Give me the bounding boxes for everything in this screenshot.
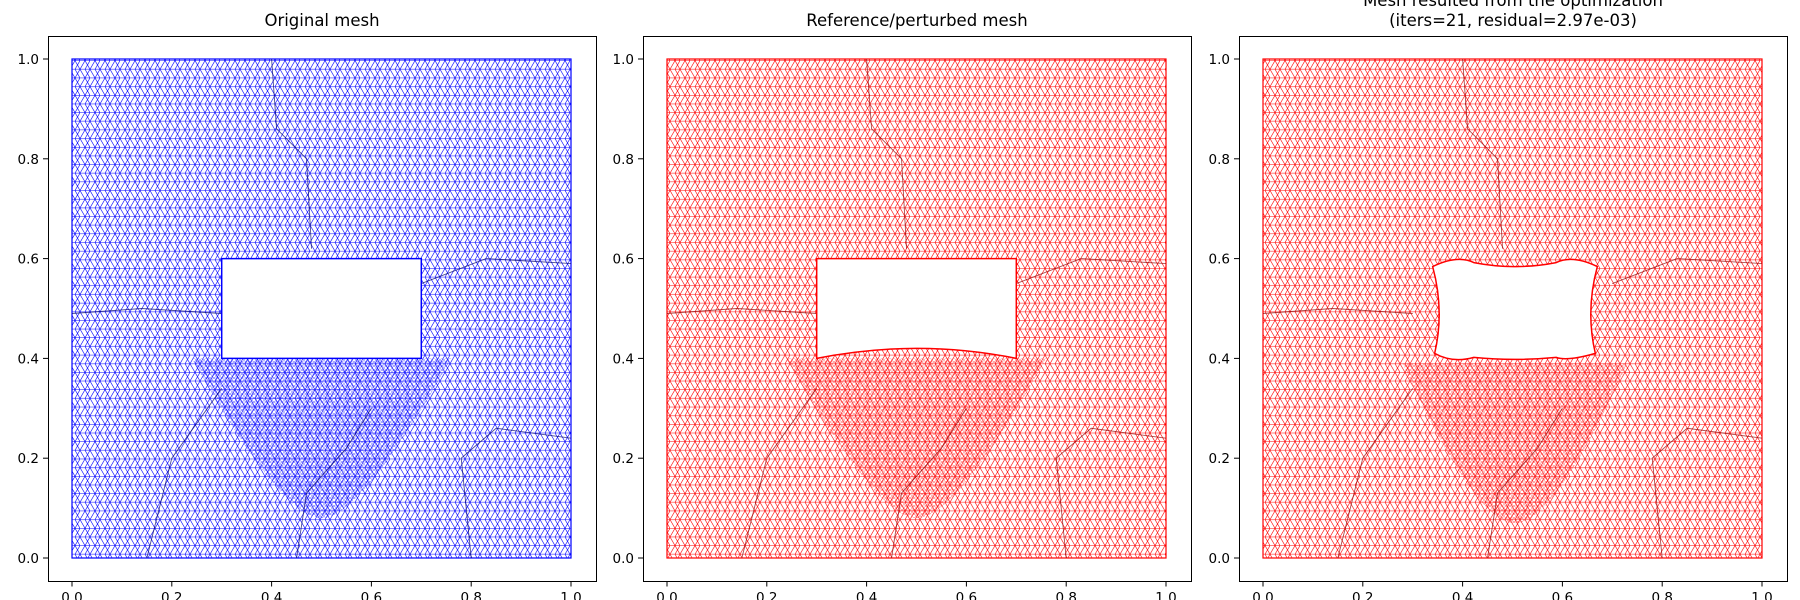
y-tick-label: 1.0: [613, 52, 634, 68]
mesh-seam: [1262, 308, 1413, 314]
axes-frame: [1239, 36, 1788, 582]
panel-1: 0.0 0.2 0.4 0.6 0.8 1.0 0.0 0.2 0.4 0.6 0.8 1.0 Orig…: [18, 11, 597, 600]
mesh-seam: [1337, 388, 1414, 559]
y-tick-label: 0.8: [613, 152, 634, 168]
mesh-seam: [421, 258, 572, 284]
mesh-seam: [1487, 408, 1563, 559]
x-tick-label: 0.8: [1651, 590, 1672, 600]
x-tick-label: 0.2: [1352, 590, 1373, 600]
x-tick-label: 0.8: [460, 590, 481, 600]
x-tick-label: 0.0: [61, 590, 82, 600]
axes-frame: [643, 36, 1192, 582]
refined-mesh-zone: [786, 358, 1047, 519]
mesh-boundary: [666, 58, 1167, 559]
panel-title: (iters=21, residual=2.97e-03): [1389, 11, 1637, 30]
y-tick-label: 0.4: [18, 351, 39, 367]
x-tick-label: 1.0: [560, 590, 581, 600]
x-tick-label: 0.2: [161, 590, 182, 600]
panel-title: Mesh resulted from the optimization: [1363, 0, 1663, 10]
x-tick-label: 1.0: [1751, 590, 1772, 600]
panel-title: Reference/perturbed mesh: [806, 11, 1027, 30]
mesh-seam: [866, 58, 907, 249]
x-tick-label: 0.6: [1552, 590, 1573, 600]
x-tick-label: 0.0: [1252, 590, 1273, 600]
mesh-seam: [146, 388, 223, 559]
y-tick-label: 0.6: [1209, 252, 1230, 268]
panel-3: 0.0 0.2 0.4 0.6 0.8 1.0 0.0 0.2 0.4 0.6 0.8 1.0 Mesh…: [1209, 0, 1788, 600]
mesh-seam: [666, 308, 817, 314]
y-tick-label: 0.0: [18, 551, 39, 567]
mesh-seam: [296, 408, 372, 559]
y-tick-label: 0.4: [613, 351, 634, 367]
mesh-boundary: [71, 58, 572, 559]
y-tick-label: 1.0: [18, 52, 39, 68]
x-tick-label: 0.4: [261, 590, 282, 600]
x-tick-label: 0.6: [956, 590, 977, 600]
mesh-hole: [815, 257, 1018, 360]
refined-mesh-zone: [191, 358, 452, 519]
panel-2: 0.0 0.2 0.4 0.6 0.8 1.0 0.0 0.2 0.4 0.6 0.8 1.0 Refe…: [613, 11, 1192, 600]
x-tick-label: 1.0: [1155, 590, 1176, 600]
axes-frame: [48, 36, 597, 582]
mesh-seam: [71, 308, 222, 314]
mesh-boundary: [1262, 58, 1763, 559]
mesh-seam: [1016, 258, 1167, 284]
y-tick-label: 0.0: [613, 551, 634, 567]
refined-mesh-zone: [1402, 363, 1628, 524]
mesh-seam: [271, 58, 312, 249]
mesh-seam: [741, 388, 818, 559]
y-tick-label: 0.2: [613, 451, 634, 467]
panel-title: Original mesh: [264, 11, 379, 30]
mesh-hole: [1431, 258, 1599, 361]
x-tick-label: 0.4: [1452, 590, 1473, 600]
y-tick-label: 1.0: [1209, 52, 1230, 68]
mesh-seam: [1651, 427, 1763, 559]
mesh-seam: [1462, 58, 1503, 249]
y-tick-label: 0.4: [1209, 351, 1230, 367]
mesh-seam: [1612, 258, 1763, 284]
y-tick-label: 0.6: [613, 252, 634, 268]
y-tick-label: 0.2: [1209, 451, 1230, 467]
mesh-hole: [220, 257, 423, 360]
y-tick-label: 0.6: [18, 252, 39, 268]
x-tick-label: 0.0: [656, 590, 677, 600]
y-tick-label: 0.8: [1209, 152, 1230, 168]
y-tick-label: 0.2: [18, 451, 39, 467]
y-tick-label: 0.0: [1209, 551, 1230, 567]
mesh-seam: [891, 408, 967, 559]
y-tick-label: 0.8: [18, 152, 39, 168]
mesh-seam: [460, 427, 572, 559]
x-tick-label: 0.8: [1055, 590, 1076, 600]
x-tick-label: 0.2: [756, 590, 777, 600]
mesh-seam: [1055, 427, 1167, 559]
x-tick-label: 0.4: [856, 590, 877, 600]
x-tick-label: 0.6: [361, 590, 382, 600]
